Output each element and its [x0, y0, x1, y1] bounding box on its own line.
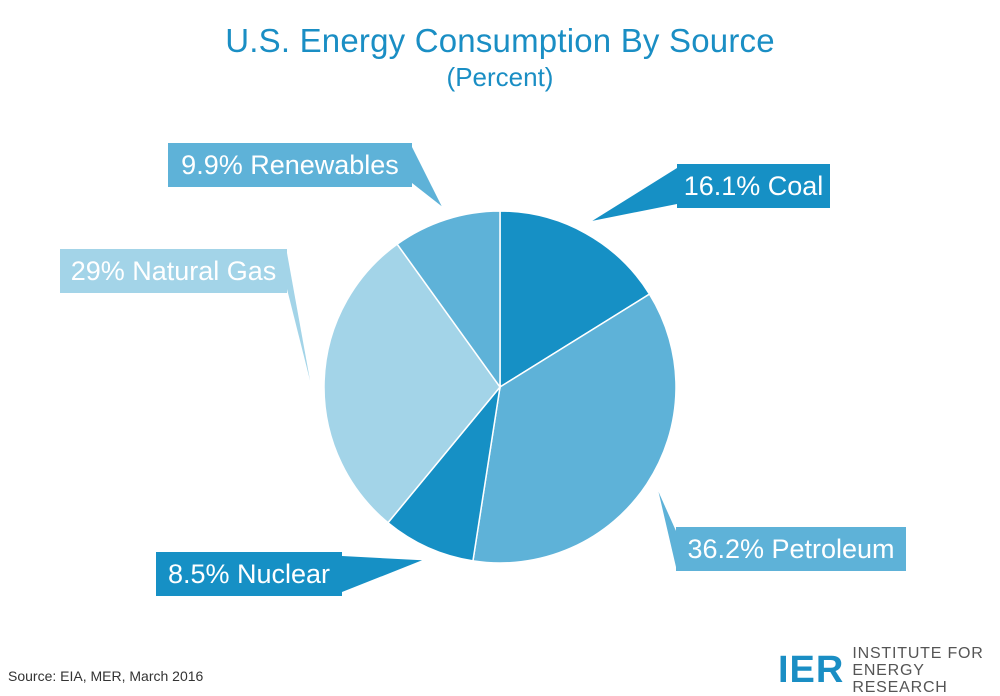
source-note: Source: EIA, MER, March 2016: [8, 668, 204, 684]
logo-mark: IER: [778, 649, 845, 691]
pointer-renewables: [412, 147, 442, 207]
label-natural-gas: 29% Natural Gas: [60, 249, 287, 293]
label-renewables: 9.9% Renewables: [168, 143, 412, 187]
pointer-petroleum: [658, 491, 676, 567]
pointer-coal: [592, 168, 677, 221]
label-nuclear: 8.5% Nuclear: [156, 552, 342, 596]
label-coal: 16.1% Coal: [677, 164, 830, 208]
pointer-nuclear: [342, 556, 423, 592]
logo-line-2: ENERGY RESEARCH: [852, 661, 948, 696]
pointer-natural-gas: [287, 253, 311, 381]
chart-subtitle: (Percent): [446, 62, 554, 92]
pie-slice-nuclear: [386, 384, 502, 562]
pie-slice-petroleum: [472, 293, 677, 564]
ier-logo: IER INSTITUTE FOR ENERGY RESEARCH: [778, 645, 1000, 696]
pie-slice-coal: [499, 210, 651, 389]
logo-line-1: INSTITUTE FOR: [852, 644, 984, 662]
label-petroleum: 36.2% Petroleum: [676, 527, 906, 571]
logo-text: INSTITUTE FOR ENERGY RESEARCH: [852, 645, 1000, 696]
pie-slice-renewables: [396, 210, 501, 390]
pie-slice-natural-gas: [323, 243, 501, 524]
chart-title: U.S. Energy Consumption By Source: [225, 22, 775, 59]
